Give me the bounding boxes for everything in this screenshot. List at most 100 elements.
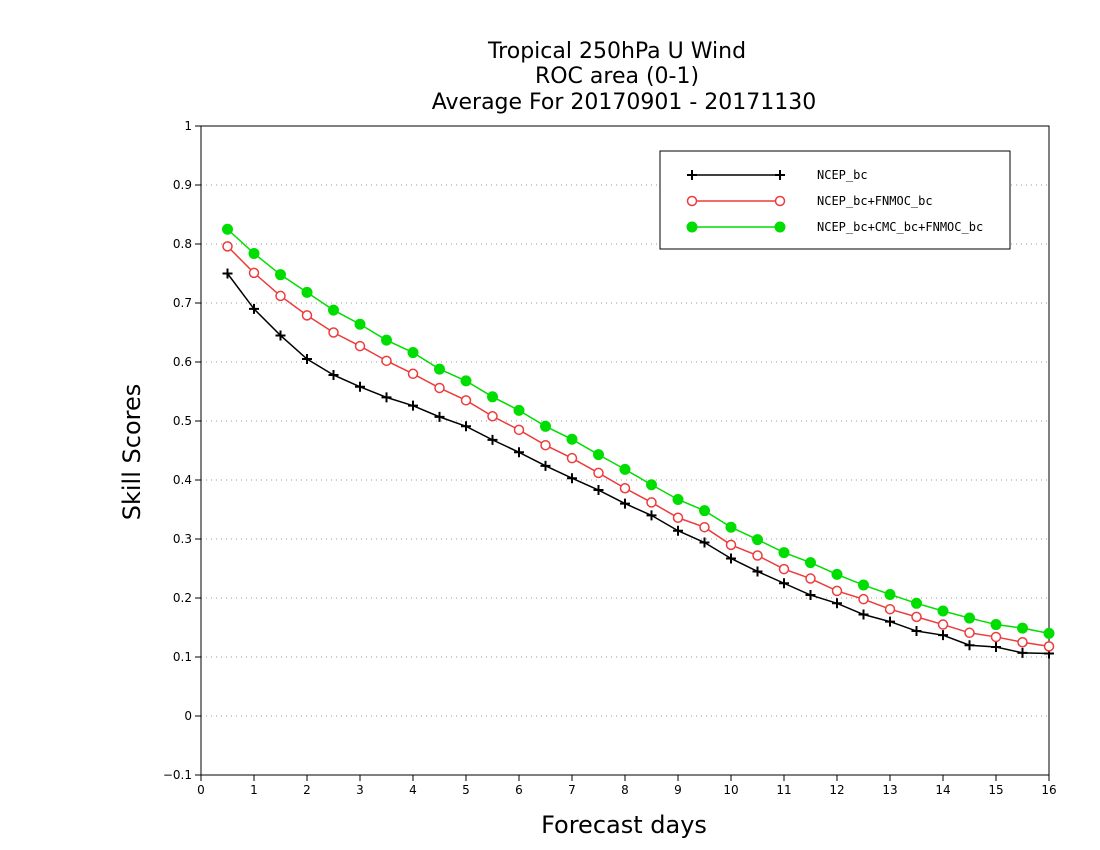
data-point (964, 627, 975, 639)
data-point (832, 598, 842, 609)
data-point (381, 392, 392, 403)
data-point (381, 334, 392, 346)
data-point (593, 467, 604, 479)
data-point (778, 563, 790, 575)
data-point (408, 400, 418, 411)
data-point (301, 286, 313, 298)
y-tick-label: 0.2 (173, 591, 192, 605)
data-point (990, 631, 1002, 643)
x-tick-label: 16 (1041, 783, 1056, 797)
data-point (514, 447, 524, 458)
x-tick-label: 6 (515, 783, 523, 797)
legend-entry-1: NCEP_bc (687, 168, 868, 182)
data-point (619, 463, 631, 475)
y-axis-title: Skill Scores (118, 384, 146, 521)
series-line (226, 228, 1050, 635)
x-tick-label: 12 (829, 783, 844, 797)
data-point (222, 268, 233, 279)
y-tick-label: 0.1 (173, 650, 192, 664)
x-tick-label: 3 (356, 783, 364, 797)
data-point (725, 521, 737, 533)
data-point (407, 347, 419, 359)
legend-marker (686, 195, 698, 207)
data-point (355, 381, 365, 392)
data-point (964, 640, 975, 651)
legend-marker (775, 170, 785, 180)
data-point (460, 375, 472, 387)
y-tick-label: 0.8 (173, 237, 192, 251)
data-point (990, 619, 1002, 631)
data-point (249, 303, 259, 314)
data-point (460, 395, 472, 406)
series-3 (222, 223, 1055, 639)
data-point (699, 521, 710, 533)
x-tick-label: 0 (197, 783, 205, 797)
data-point (646, 497, 657, 508)
title-line-2: ROC area (0-1) (535, 64, 699, 89)
data-point (222, 223, 233, 235)
data-point (884, 588, 896, 600)
axis-ticks: −0.100.10.20.30.40.50.60.70.80.910 1 2 3 4 5 6… (163, 119, 1057, 797)
data-point (858, 579, 869, 591)
y-tick-label: 0 (184, 709, 192, 723)
data-point (884, 603, 896, 615)
data-point (1043, 641, 1055, 652)
data-point (381, 355, 392, 367)
legend: NCEP_bc NCEP_bc+FNMOC_bc NCEP_bc+CMC_bc+FN… (659, 150, 1011, 250)
legend-entry-2: NCEP_bc+FNMOC_bc (686, 194, 933, 208)
data-point (752, 566, 763, 577)
data-point (302, 354, 312, 365)
data-point (1017, 622, 1028, 634)
chart-title: Tropical 250hPa U Wind ROC area (0-1) Av… (432, 39, 817, 115)
data-point (328, 304, 339, 316)
data-point (248, 267, 260, 279)
legend-marker (774, 195, 786, 207)
data-point (487, 391, 498, 403)
x-tick-label: 10 (723, 783, 738, 797)
data-point (620, 498, 630, 509)
data-point (275, 330, 286, 341)
data-point (354, 318, 366, 330)
data-point (434, 382, 445, 394)
data-point (513, 404, 525, 416)
data-point (911, 611, 922, 623)
title-line-3: Average For 20170901 - 20171130 (432, 90, 817, 115)
legend-marker (774, 221, 786, 233)
legend-label: NCEP_bc (817, 168, 868, 182)
data-point (275, 269, 286, 281)
data-point (328, 369, 339, 380)
data-point (275, 290, 286, 302)
data-point (646, 479, 657, 491)
y-tick-label: −0.1 (163, 768, 192, 782)
data-point (1017, 647, 1028, 658)
data-point (487, 434, 498, 445)
data-point (407, 368, 419, 380)
y-tick-label: 1 (184, 119, 192, 133)
data-point (964, 612, 975, 624)
data-point (991, 641, 1001, 652)
data-point (301, 310, 313, 321)
data-point (673, 525, 683, 536)
x-tick-label: 4 (409, 783, 417, 797)
data-point (513, 424, 525, 436)
data-point (461, 421, 471, 432)
data-point (672, 512, 684, 524)
data-point (434, 411, 445, 422)
series-1 (222, 268, 1054, 659)
data-point (566, 433, 578, 445)
y-tick-label: 0.7 (173, 296, 192, 310)
legend-box (659, 150, 1011, 250)
data-point (726, 553, 736, 564)
data-point (831, 568, 843, 580)
data-point (248, 247, 260, 259)
data-point (725, 539, 737, 551)
data-point (593, 449, 604, 461)
data-point (937, 619, 949, 630)
data-point (619, 483, 631, 494)
data-point (778, 547, 790, 559)
series-line (226, 273, 1050, 655)
data-point (805, 590, 816, 601)
data-point (354, 340, 366, 352)
data-point (434, 363, 445, 375)
